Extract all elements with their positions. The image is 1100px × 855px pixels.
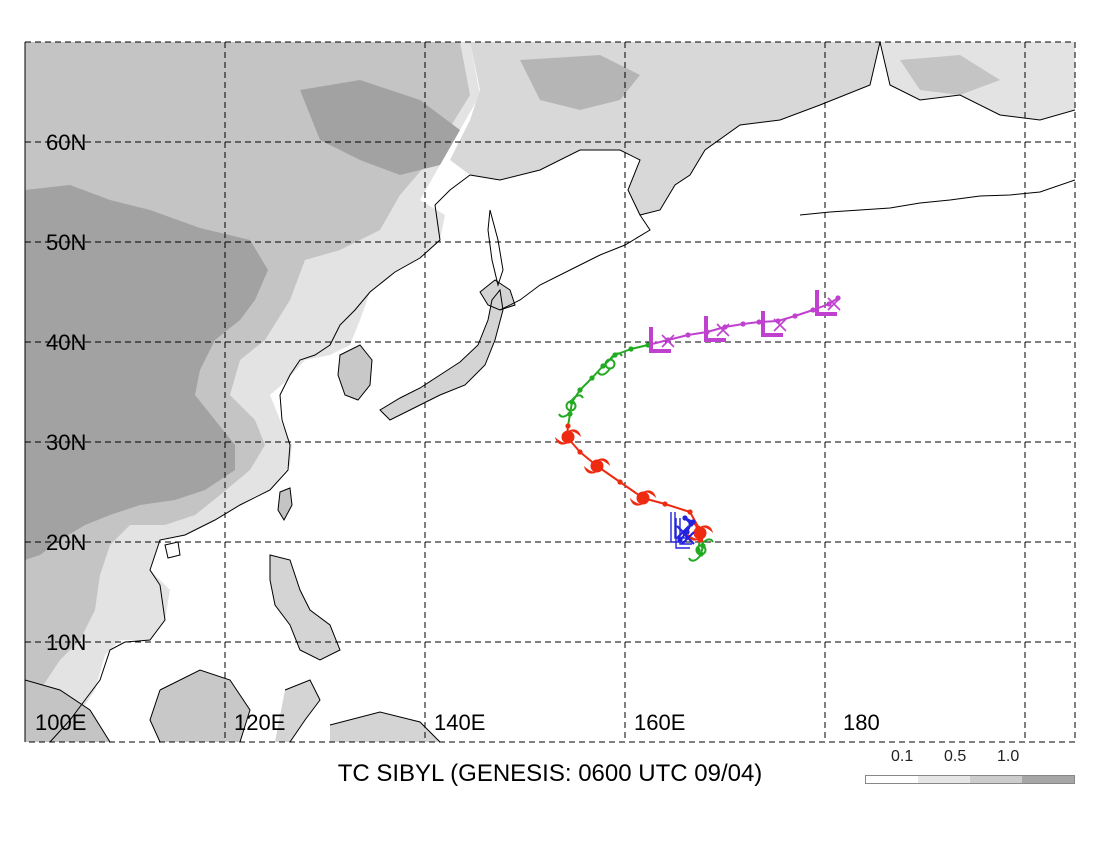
storm-marker [558,394,584,418]
low-marker [761,311,787,337]
longitude-labels: 100E 120E 140E 160E 180 [35,710,880,735]
lon-label-120e: 120E [234,710,285,735]
low-marker [649,327,675,353]
coast-hokkaido [479,279,516,311]
track-point [589,375,595,381]
track-segment [667,334,689,341]
track-point [628,346,634,352]
cyclone-marker [630,490,656,506]
track-segment [706,326,726,333]
track-point [662,501,668,507]
cyclone-marker [555,429,581,445]
track-point [685,332,691,338]
terrain-japan [380,285,503,420]
terrain-tibet-dark [25,400,140,492]
terrain-philippines [270,555,340,660]
track-segment [742,321,760,325]
lat-label-30n: 30N [46,430,86,455]
coast-newguinea [329,711,441,742]
terrain-sumatra [25,680,110,742]
coast-alaska [879,42,1075,121]
track-point [792,313,798,319]
legend-label-0-5: 0.5 [944,748,967,765]
track-segment [630,344,649,350]
legend-label-1-0: 1.0 [997,748,1020,765]
track-point [577,449,583,455]
track-segment [579,377,593,391]
track-segment [724,323,744,328]
depression-marker [675,518,695,549]
track-segment [777,315,796,322]
track-point [577,387,583,393]
coast-taiwan [277,487,293,522]
terrain-taiwan [278,488,292,520]
storm-markers [555,290,841,562]
low-marker [704,316,730,342]
terrain-sulawesi [275,680,320,742]
lat-label-20n: 20N [46,530,86,555]
track-segment [591,365,604,379]
coast-korea [337,344,373,401]
track-point [682,515,688,521]
coast-sulawesi [284,679,321,742]
terrain-korea [338,345,372,400]
coast-borneo [149,669,251,742]
lon-label-160e: 160E [634,710,685,735]
track-point [687,509,693,515]
terrain-siberia-east-dark [520,55,640,110]
track-segment [794,309,814,317]
terrain-asia-mid [25,42,470,700]
track-point [690,519,696,525]
legend-color-bar [865,775,1075,784]
lon-label-140e: 140E [434,710,485,735]
legend-labels: 0.1 0.5 1.0 [865,748,1075,768]
cyclone-marker [584,458,610,474]
track-segment [687,331,708,336]
map-caption: TC SIBYL (GENESIS: 0600 UTC 09/04) [337,760,763,787]
track-point [600,363,606,369]
legend-swatch-3 [970,776,1022,783]
latitude-labels: 60N 50N 40N 30N 20N 10N [46,130,86,655]
legend-swatch-1 [866,776,918,783]
lat-label-10n: 10N [46,630,86,655]
low-marker [815,290,841,316]
coast-japan [379,288,504,421]
lat-label-60n: 60N [46,130,86,155]
track-point [826,301,832,307]
coast-philippines [269,554,341,661]
track-segment [664,503,691,513]
terrain-alaska-mid [900,55,1000,95]
legend-label-0-1: 0.1 [891,748,914,765]
track-point [756,319,762,325]
coast-asia [469,42,881,216]
lat-label-40n: 40N [46,330,86,355]
storm-marker [597,352,623,376]
coast-sakhalin [487,209,504,287]
storm-marker [688,538,714,562]
track-point [740,321,746,327]
coast-kamchatka [499,214,651,311]
legend-swatch-2 [918,776,970,783]
track-point [810,307,816,313]
lat-label-50n: 50N [46,230,86,255]
track-point [617,479,623,485]
coast-sumatra [25,679,111,742]
map-border [24,41,1076,743]
coast-hainan [164,541,181,559]
track-point [565,423,571,429]
lon-label-180: 180 [843,710,880,735]
legend-swatch-4 [1022,776,1074,783]
terrain-newguinea [330,712,440,742]
terrain-mongolia-dark [300,80,460,175]
lon-label-100e: 100E [35,710,86,735]
